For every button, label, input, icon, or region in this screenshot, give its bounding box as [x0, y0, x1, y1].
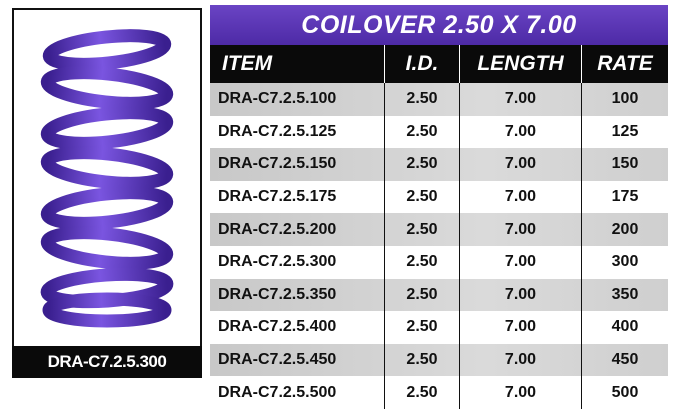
table-cell: 2.50 — [385, 116, 460, 149]
table-cell: 150 — [582, 148, 668, 181]
spring-illustration — [14, 10, 200, 346]
table-cell: 7.00 — [460, 213, 582, 246]
table-cell: 2.50 — [385, 213, 460, 246]
table-cell: 7.00 — [460, 83, 582, 116]
table-cell: DRA-C7.2.5.300 — [210, 246, 385, 279]
table-cell: 2.50 — [385, 148, 460, 181]
table-cell: DRA-C7.2.5.200 — [210, 213, 385, 246]
table-cell: DRA-C7.2.5.500 — [210, 376, 385, 409]
table-cell: DRA-C7.2.5.125 — [210, 116, 385, 149]
table-cell: 2.50 — [385, 83, 460, 116]
table-cell: 7.00 — [460, 344, 582, 377]
column-header: RATE — [582, 45, 668, 83]
table-cell: DRA-C7.2.5.400 — [210, 311, 385, 344]
column-header: I.D. — [385, 45, 460, 83]
table-cell: 2.50 — [385, 376, 460, 409]
table-cell: 100 — [582, 83, 668, 116]
table-cell: 2.50 — [385, 279, 460, 312]
table-cell: DRA-C7.2.5.350 — [210, 279, 385, 312]
table-cell: 450 — [582, 344, 668, 377]
table-cell: 7.00 — [460, 376, 582, 409]
table-cell: 2.50 — [385, 181, 460, 214]
table-title: COILOVER 2.50 X 7.00 — [210, 5, 668, 45]
table-cell: 7.00 — [460, 279, 582, 312]
image-caption: DRA-C7.2.5.300 — [12, 346, 202, 378]
page: DRA-C7.2.5.300 COILOVER 2.50 X 7.00 ITEM… — [0, 0, 673, 417]
table-cell: DRA-C7.2.5.100 — [210, 83, 385, 116]
product-image — [12, 8, 202, 348]
table-cell: 125 — [582, 116, 668, 149]
column-header: ITEM — [210, 45, 385, 83]
table-cell: 7.00 — [460, 311, 582, 344]
table-cell: 7.00 — [460, 148, 582, 181]
column-header: LENGTH — [460, 45, 582, 83]
table-cell: 200 — [582, 213, 668, 246]
table-cell: 2.50 — [385, 246, 460, 279]
table-cell: 7.00 — [460, 116, 582, 149]
table-cell: 400 — [582, 311, 668, 344]
table-cell: DRA-C7.2.5.150 — [210, 148, 385, 181]
table-cell: 350 — [582, 279, 668, 312]
table-cell: 175 — [582, 181, 668, 214]
table-cell: 500 — [582, 376, 668, 409]
table-cell: 300 — [582, 246, 668, 279]
table-cell: 7.00 — [460, 246, 582, 279]
table-cell: 7.00 — [460, 181, 582, 214]
table-cell: 2.50 — [385, 311, 460, 344]
table-cell: 2.50 — [385, 344, 460, 377]
table-cell: DRA-C7.2.5.450 — [210, 344, 385, 377]
table-cell: DRA-C7.2.5.175 — [210, 181, 385, 214]
